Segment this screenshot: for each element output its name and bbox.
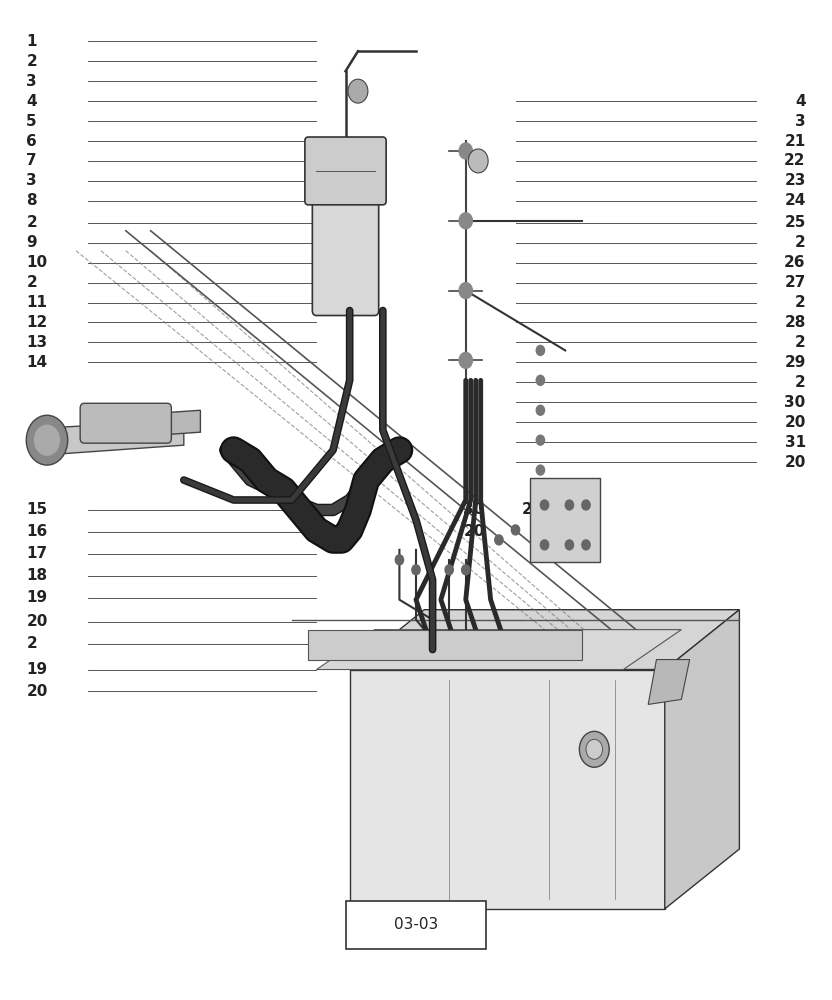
Polygon shape [349,670,665,909]
Text: 23: 23 [785,173,805,188]
Text: 2: 2 [795,295,805,310]
Text: 2: 2 [795,335,805,350]
Circle shape [395,555,404,565]
Circle shape [537,375,544,385]
Text: 15: 15 [27,502,47,517]
Circle shape [35,425,59,455]
Circle shape [586,739,602,759]
Text: 20: 20 [785,455,805,470]
Text: 2: 2 [27,54,37,69]
Text: 3: 3 [27,173,37,188]
Text: 31: 31 [785,435,805,450]
Circle shape [412,565,420,575]
Text: 5: 5 [27,114,37,129]
Circle shape [540,500,548,510]
Text: 24: 24 [785,193,805,208]
Polygon shape [308,166,383,191]
Text: 9: 9 [27,235,37,250]
Text: 30: 30 [785,395,805,410]
Text: 19: 19 [27,662,47,677]
Text: 20: 20 [27,684,47,699]
Circle shape [468,149,488,173]
Circle shape [459,213,473,229]
Text: 8: 8 [27,193,37,208]
Text: 3: 3 [795,114,805,129]
Text: 4: 4 [27,94,37,109]
Text: 27: 27 [785,275,805,290]
Polygon shape [349,610,740,670]
Polygon shape [43,420,184,455]
Text: 6: 6 [27,133,37,148]
Polygon shape [84,410,201,440]
Text: 20: 20 [463,524,485,539]
Circle shape [540,540,548,550]
Circle shape [27,415,67,465]
FancyBboxPatch shape [312,186,379,316]
Text: 13: 13 [27,335,47,350]
Circle shape [512,525,520,535]
Text: 29: 29 [785,355,805,370]
Text: 2: 2 [27,275,37,290]
Circle shape [579,731,609,767]
Circle shape [459,283,473,299]
Circle shape [445,565,453,575]
Text: 03-03: 03-03 [394,917,438,932]
Circle shape [459,352,473,368]
Circle shape [462,565,470,575]
Text: 4: 4 [795,94,805,109]
Text: 2: 2 [795,235,805,250]
Text: 11: 11 [27,295,47,310]
Circle shape [565,540,573,550]
Text: 2: 2 [27,215,37,230]
Polygon shape [665,610,740,909]
Text: 20: 20 [27,614,47,629]
Circle shape [495,535,503,545]
Text: 19: 19 [27,590,47,605]
Circle shape [537,435,544,445]
Text: 30: 30 [463,502,485,517]
Text: 10: 10 [27,255,47,270]
Text: 1: 1 [27,34,37,49]
Text: 20: 20 [785,415,805,430]
Text: 28: 28 [785,315,805,330]
Text: 22: 22 [785,153,805,168]
Text: 7: 7 [27,153,37,168]
Text: 14: 14 [27,355,47,370]
Circle shape [582,500,590,510]
Text: 12: 12 [27,315,47,330]
Polygon shape [316,630,681,670]
Text: 18: 18 [27,568,47,583]
FancyBboxPatch shape [305,137,386,205]
Text: 17: 17 [27,546,47,561]
Text: 3: 3 [27,74,37,89]
Polygon shape [308,630,582,660]
Circle shape [537,405,544,415]
Text: 2: 2 [27,636,37,651]
Circle shape [348,79,368,103]
Text: 20: 20 [522,502,542,517]
FancyBboxPatch shape [345,901,487,949]
Circle shape [537,465,544,475]
Text: 2: 2 [795,375,805,390]
Circle shape [459,143,473,159]
Text: 26: 26 [785,255,805,270]
Circle shape [537,345,544,355]
Polygon shape [648,660,690,704]
FancyBboxPatch shape [531,478,600,562]
Text: 21: 21 [785,133,805,148]
Circle shape [565,500,573,510]
Circle shape [582,540,590,550]
Text: 16: 16 [27,524,47,539]
Text: 25: 25 [785,215,805,230]
FancyBboxPatch shape [80,403,171,443]
